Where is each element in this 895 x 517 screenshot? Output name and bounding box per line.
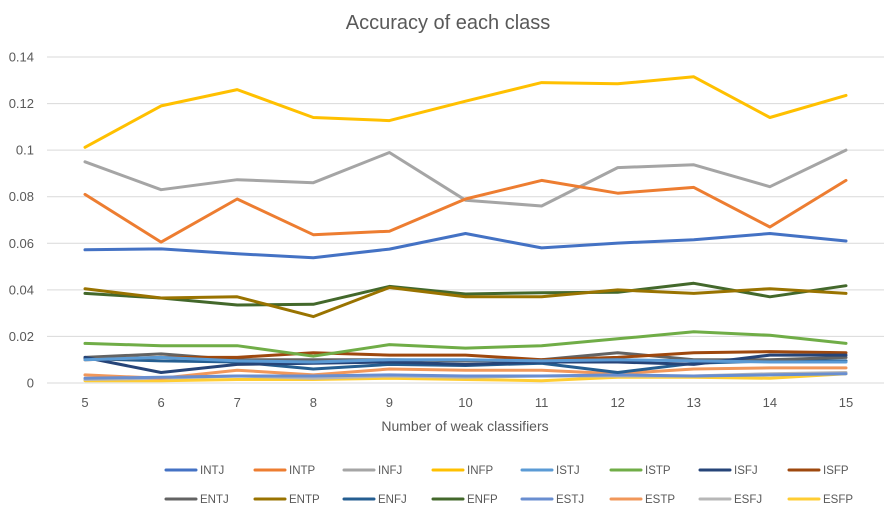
- legend-item-esfp: ESFP: [787, 494, 853, 506]
- x-tick-label: 14: [763, 395, 777, 410]
- x-tick-label: 15: [839, 395, 853, 410]
- series-line-entp: [83, 286, 848, 319]
- x-tick-label: 13: [687, 395, 701, 410]
- series-line-intj: [83, 232, 848, 260]
- legend-label: ENTJ: [200, 494, 229, 506]
- y-tick-label: 0.12: [9, 96, 34, 111]
- legend-item-estj: ESTJ: [520, 494, 584, 506]
- legend: INTJ INTP INFJ INFP ISTJ ISTP ISFJ ISFP ENTJ ENTP…: [164, 465, 853, 506]
- legend-item-isfj: ISFJ: [698, 465, 758, 477]
- x-tick-label: 11: [535, 395, 549, 410]
- legend-item-estp: ESTP: [609, 494, 675, 506]
- x-tick-label: 7: [234, 395, 241, 410]
- legend-label: ISFJ: [734, 465, 758, 477]
- x-axis-ticks: 5 6 7 8 9 10 11 12 13 14 15: [81, 395, 853, 410]
- legend-item-enfp: ENFP: [431, 494, 498, 506]
- legend-label: INFJ: [378, 465, 402, 477]
- y-tick-label: 0.04: [9, 282, 34, 297]
- legend-item-infj: INFJ: [342, 465, 402, 477]
- legend-item-istj: ISTJ: [520, 465, 580, 477]
- x-tick-label: 10: [458, 395, 472, 410]
- series-lines: [83, 75, 848, 383]
- legend-label: ENFP: [467, 494, 498, 506]
- series-line-estj: [83, 372, 848, 380]
- legend-label: ESFJ: [734, 494, 762, 506]
- x-tick-label: 9: [386, 395, 393, 410]
- legend-label: ENFJ: [378, 494, 407, 506]
- legend-label: ISFP: [823, 465, 849, 477]
- y-tick-label: 0.06: [9, 236, 34, 251]
- series-line-estp: [83, 366, 848, 380]
- legend-label: ISTJ: [556, 465, 580, 477]
- gridlines: [47, 56, 884, 384]
- series-line-istj: [83, 355, 848, 364]
- legend-label: INFP: [467, 465, 494, 477]
- y-tick-label: 0.08: [9, 189, 34, 204]
- legend-item-esfj: ESFJ: [698, 494, 762, 506]
- y-axis-ticks: 0 0.02 0.04 0.06 0.08 0.1 0.12 0.14: [9, 50, 34, 391]
- legend-label: ISTP: [645, 465, 671, 477]
- series-line-infp: [83, 75, 848, 149]
- y-tick-label: 0.14: [9, 50, 34, 65]
- legend-item-entp: ENTP: [253, 494, 320, 506]
- x-tick-label: 6: [158, 395, 165, 410]
- legend-label: ESFP: [823, 494, 853, 506]
- y-tick-label: 0.02: [9, 329, 34, 344]
- legend-label: ENTP: [289, 494, 320, 506]
- legend-label: INTP: [289, 465, 316, 477]
- series-line-esfp: [83, 372, 848, 383]
- legend-item-isfp: ISFP: [787, 465, 849, 477]
- y-tick-label: 0: [27, 376, 34, 391]
- series-line-istp: [83, 330, 848, 358]
- legend-item-infp: INFP: [431, 465, 494, 477]
- series-line-enfp: [83, 281, 848, 307]
- legend-item-enfj: ENFJ: [342, 494, 407, 506]
- chart-title: Accuracy of each class: [346, 12, 551, 34]
- legend-label: ESTP: [645, 494, 675, 506]
- legend-item-entj: ENTJ: [164, 494, 229, 506]
- x-tick-label: 12: [610, 395, 624, 410]
- y-tick-label: 0.1: [16, 143, 34, 158]
- x-axis-label: Number of weak classifiers: [381, 418, 548, 434]
- legend-item-intp: INTP: [253, 465, 316, 477]
- series-line-intp: [83, 178, 848, 244]
- legend-label: ESTJ: [556, 494, 584, 506]
- x-tick-label: 5: [81, 395, 88, 410]
- legend-label: INTJ: [200, 465, 224, 477]
- series-line-isfp: [83, 350, 848, 362]
- legend-item-intj: INTJ: [164, 465, 224, 477]
- x-tick-label: 8: [310, 395, 317, 410]
- legend-item-istp: ISTP: [609, 465, 671, 477]
